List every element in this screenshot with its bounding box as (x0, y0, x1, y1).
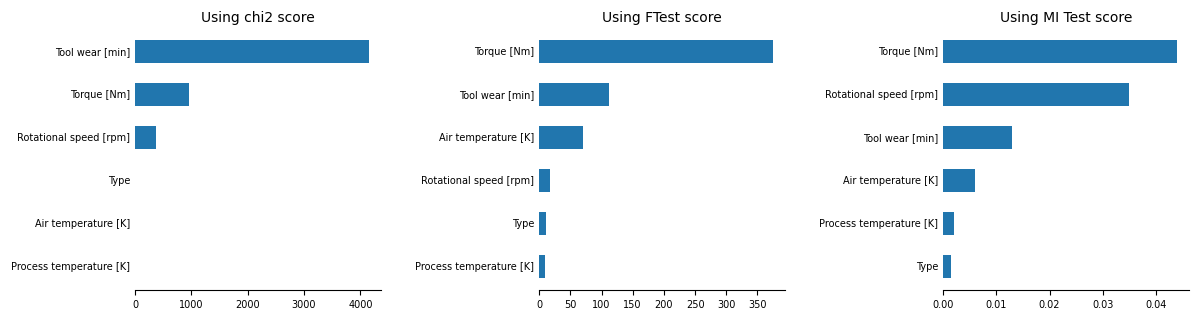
Bar (134, 82, 188, 106)
Bar (943, 169, 976, 192)
Bar (943, 39, 1177, 63)
Title: Using FTest score: Using FTest score (602, 11, 722, 25)
Bar (134, 126, 156, 149)
Bar (539, 255, 545, 278)
Bar (539, 126, 583, 149)
Title: Using chi2 score: Using chi2 score (200, 11, 314, 25)
Bar (943, 82, 1129, 106)
Bar (134, 39, 368, 63)
Bar (539, 212, 546, 235)
Bar (943, 126, 1013, 149)
Bar (539, 39, 773, 63)
Title: Using MI Test score: Using MI Test score (1000, 11, 1133, 25)
Bar (539, 169, 550, 192)
Bar (943, 255, 952, 278)
Bar (943, 212, 954, 235)
Bar (539, 82, 608, 106)
